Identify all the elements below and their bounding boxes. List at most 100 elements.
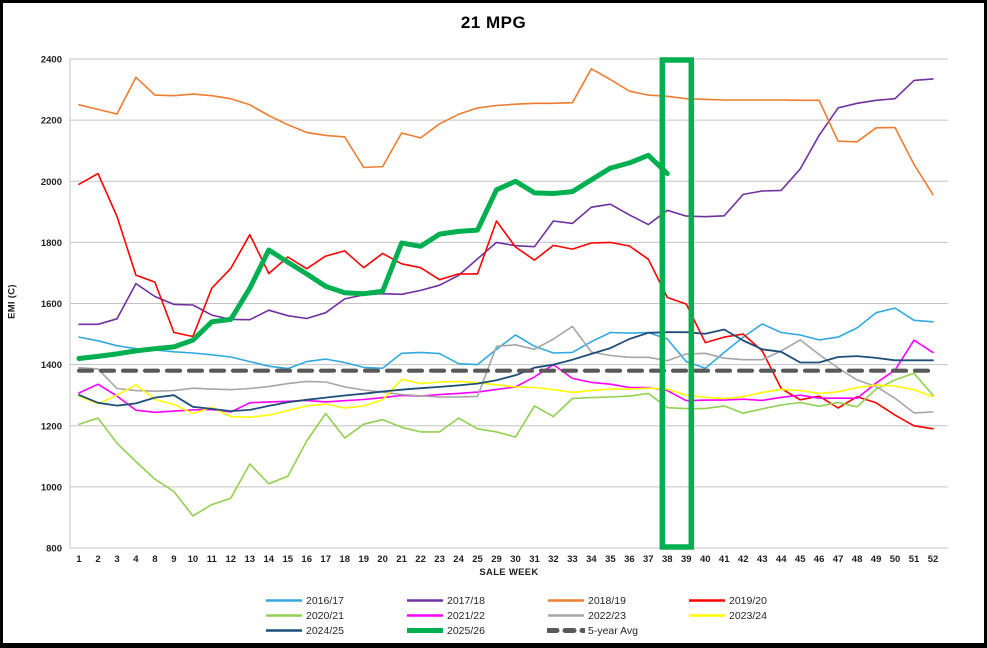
legend-swatch-icon <box>548 614 584 617</box>
x-tick-label: 42 <box>738 554 749 565</box>
x-tick-label: 4 <box>133 554 139 565</box>
legend-label: 2023/24 <box>729 609 767 622</box>
y-tick-label: 1400 <box>41 360 62 371</box>
series-line-2022-23 <box>78 325 934 414</box>
legend-label: 2022/23 <box>588 609 626 622</box>
legend-swatch-icon <box>266 599 302 602</box>
x-tick-label: 39 <box>681 554 692 565</box>
legend-item-2019-20: 2019/20 <box>688 595 829 607</box>
x-tick-label: 52 <box>928 554 939 565</box>
legend-label: 2024/25 <box>306 624 344 637</box>
x-tick-label: 1 <box>76 554 82 565</box>
x-tick-label: 47 <box>833 554 844 565</box>
legend-label: 2017/18 <box>447 594 485 607</box>
series-line-2020-21 <box>78 372 934 517</box>
x-tick-label: 34 <box>586 554 597 565</box>
x-tick-label: 2 <box>95 554 100 565</box>
series-line-2017-18 <box>78 78 934 326</box>
x-tick-label: 16 <box>301 554 312 565</box>
x-tick-label: 8 <box>152 554 157 565</box>
series-line-2024-25 <box>78 328 934 412</box>
x-tick-label: 10 <box>188 554 199 565</box>
x-tick-label: 21 <box>396 554 407 565</box>
legend-item-2020-21: 2020/21 <box>265 610 406 622</box>
page-title: 21 MPG <box>460 13 527 32</box>
legend-swatch-icon <box>407 614 443 617</box>
legend-swatch-icon <box>548 599 584 602</box>
legend-swatch-icon <box>547 628 585 633</box>
legend-row: 2016/17 2017/18 2018/19 2019/20 <box>265 593 829 608</box>
y-axis-title: EMI (C) <box>6 284 18 319</box>
legend-swatch-icon <box>689 614 725 617</box>
x-tick-label: 24 <box>453 554 464 565</box>
x-tick-label: 49 <box>871 554 882 565</box>
legend-swatch-icon <box>407 599 443 602</box>
x-tick-label: 33 <box>567 554 578 565</box>
x-tick-label: 30 <box>510 554 521 565</box>
y-tick-label: 2400 <box>41 55 62 66</box>
legend-label: 2018/19 <box>588 594 626 607</box>
y-tick-label: 2000 <box>41 177 62 188</box>
x-tick-label: 29 <box>491 554 502 565</box>
x-tick-label: 36 <box>624 554 635 565</box>
legend-item-2022-23: 2022/23 <box>547 610 688 622</box>
x-tick-label: 18 <box>339 554 350 565</box>
series-line-2016-17 <box>78 307 934 370</box>
x-tick-label: 19 <box>358 554 369 565</box>
legend-label: 2021/22 <box>447 609 485 622</box>
y-tick-label: 800 <box>46 544 62 555</box>
legend-swatch-icon <box>266 629 302 632</box>
legend-swatch-icon <box>407 628 443 633</box>
legend-item-2021-22: 2021/22 <box>406 610 547 622</box>
legend-label: 2020/21 <box>306 609 344 622</box>
x-tick-label: 35 <box>605 554 616 565</box>
series-line-2019-20 <box>78 172 934 430</box>
x-tick-label: 22 <box>415 554 426 565</box>
y-tick-label: 1800 <box>41 238 62 249</box>
legend-label: 2016/17 <box>306 594 344 607</box>
x-axis-title: SALE WEEK <box>479 567 539 578</box>
y-tick-label: 1000 <box>41 482 62 493</box>
highlight-box <box>659 57 695 550</box>
x-tick-label: 48 <box>852 554 863 565</box>
x-tick-label: 44 <box>776 554 787 565</box>
x-tick-label: 3 <box>114 554 119 565</box>
series-line-2018-19 <box>78 68 934 196</box>
x-tick-label: 43 <box>757 554 768 565</box>
x-tick-label: 14 <box>264 554 275 565</box>
x-tick-label: 20 <box>377 554 388 565</box>
x-tick-label: 12 <box>226 554 237 565</box>
series-line-2025-26 <box>76 152 670 361</box>
legend: 2016/17 2017/18 2018/19 2019/20 2020/21 2021/… <box>265 593 829 638</box>
series-line-2023-24 <box>78 378 934 418</box>
legend-swatch-icon <box>689 599 725 602</box>
x-tick-label: 51 <box>909 554 920 565</box>
x-tick-label: 15 <box>283 554 294 565</box>
x-tick-label: 38 <box>662 554 673 565</box>
legend-item-2024-25: 2024/25 <box>265 625 406 637</box>
x-tick-label: 9 <box>171 554 176 565</box>
x-tick-label: 13 <box>245 554 256 565</box>
legend-swatch-icon <box>266 614 302 617</box>
legend-item-2018-19: 2018/19 <box>547 595 688 607</box>
x-tick-label: 32 <box>548 554 559 565</box>
x-tick-label: 41 <box>719 554 730 565</box>
x-tick-label: 50 <box>890 554 901 565</box>
legend-item-2017-18: 2017/18 <box>406 595 547 607</box>
x-tick-label: 40 <box>700 554 711 565</box>
legend-item-5-year-avg: 5-year Avg <box>547 625 688 637</box>
x-tick-label: 31 <box>529 554 540 565</box>
y-tick-label: 1600 <box>41 299 62 310</box>
legend-label: 5-year Avg <box>588 624 639 637</box>
x-tick-label: 25 <box>472 554 483 565</box>
legend-row: 2020/21 2021/22 2022/23 2023/24 <box>265 608 829 623</box>
legend-row: 2024/25 2025/26 5-year Avg <box>265 623 829 638</box>
legend-item-2025-26: 2025/26 <box>406 625 547 637</box>
y-tick-label: 1200 <box>41 421 62 432</box>
legend-label: 2019/20 <box>729 594 767 607</box>
y-tick-label: 2200 <box>41 116 62 127</box>
legend-item-2016-17: 2016/17 <box>265 595 406 607</box>
x-tick-label: 37 <box>643 554 654 565</box>
x-tick-label: 45 <box>795 554 806 565</box>
